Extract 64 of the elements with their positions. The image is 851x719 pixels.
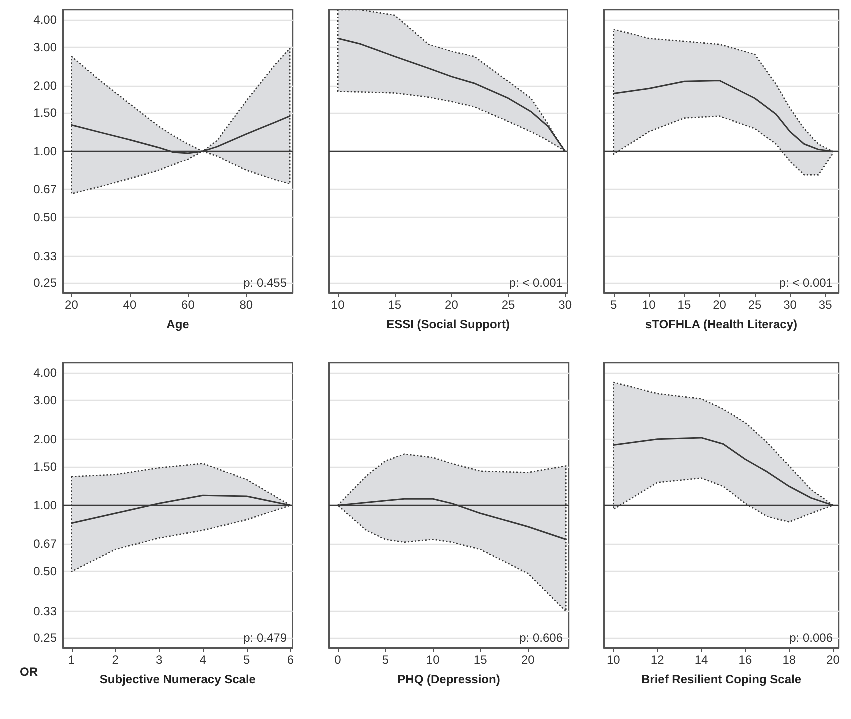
x-tick-label: 16 (738, 653, 752, 667)
x-tick-label: 10 (606, 653, 621, 667)
y-axis-title: OR (20, 665, 38, 679)
x-tick-label: 10 (426, 653, 440, 667)
y-tick-label: 4.00 (34, 13, 58, 28)
annotation: p: < 0.001 (509, 276, 564, 290)
x-tick-label: 60 (182, 298, 196, 312)
y-tick-label: 1.00 (34, 498, 58, 513)
x-tick-label: 12 (650, 653, 665, 667)
x-tick-label: 18 (782, 653, 796, 667)
x-tick-label: 10 (331, 298, 346, 312)
x-axis-title: PHQ (Depression) (398, 672, 500, 686)
y-tick-label: 0.33 (34, 604, 58, 618)
x-tick-label: 25 (502, 298, 516, 312)
y-tick-label: 4.00 (34, 366, 58, 380)
x-tick-label: 5 (610, 298, 618, 312)
y-tick-label: 0.33 (34, 250, 58, 264)
y-tick-label: 2.00 (34, 78, 58, 93)
x-tick-label: 14 (694, 653, 709, 667)
y-tick-label: 1.50 (34, 106, 58, 120)
y-tick-label: 0.67 (34, 182, 58, 197)
x-axis-title: Brief Resilient Coping Scale (641, 672, 802, 686)
y-tick-label: 2.00 (34, 432, 58, 446)
x-tick-label: 15 (678, 298, 692, 312)
x-axis-title: Age (166, 318, 190, 332)
annotation: p: < 0.001 (779, 276, 834, 290)
y-tick-label: 3.00 (34, 40, 58, 54)
x-tick-label: 30 (784, 298, 798, 312)
x-tick-label: 10 (642, 298, 656, 312)
y-tick-label: 0.67 (34, 536, 58, 551)
x-tick-label: 4 (200, 653, 207, 667)
x-tick-label: 1 (68, 653, 76, 667)
annotation: p: 0.479 (244, 631, 288, 645)
x-tick-label: 30 (558, 298, 572, 312)
x-tick-label: 20 (521, 653, 536, 667)
x-tick-label: 15 (474, 653, 488, 667)
x-tick-label: 35 (818, 298, 833, 312)
x-tick-label: 0 (334, 653, 342, 667)
y-tick-label: 1.00 (34, 144, 58, 159)
y-tick-label: 0.50 (34, 564, 58, 579)
x-tick-label: 20 (826, 653, 840, 667)
x-tick-label: 5 (382, 653, 390, 667)
annotation: p: 0.455 (244, 276, 288, 290)
x-axis-title: Subjective Numeracy Scale (100, 672, 256, 686)
x-tick-label: 20 (445, 298, 459, 312)
x-tick-label: 40 (123, 298, 137, 312)
x-tick-label: 3 (156, 653, 163, 667)
x-tick-label: 20 (713, 298, 727, 312)
x-tick-label: 15 (388, 298, 402, 312)
y-tick-label: 0.25 (34, 630, 58, 645)
x-tick-label: 5 (244, 653, 251, 667)
x-tick-label: 2 (112, 653, 120, 667)
x-tick-label: 80 (240, 298, 254, 312)
y-tick-label: 0.25 (34, 276, 58, 290)
annotation: p: 0.606 (520, 631, 564, 645)
annotation: p: 0.006 (790, 631, 834, 645)
y-tick-label: 3.00 (34, 394, 58, 408)
y-tick-label: 1.50 (34, 460, 58, 474)
x-axis-title: ESSI (Social Support) (386, 318, 510, 332)
x-axis-title: sTOFHLA (Health Literacy) (645, 318, 798, 332)
x-tick-label: 25 (748, 298, 762, 312)
x-tick-label: 20 (65, 298, 79, 312)
x-tick-label: 6 (287, 653, 294, 667)
y-tick-label: 0.50 (34, 210, 58, 224)
